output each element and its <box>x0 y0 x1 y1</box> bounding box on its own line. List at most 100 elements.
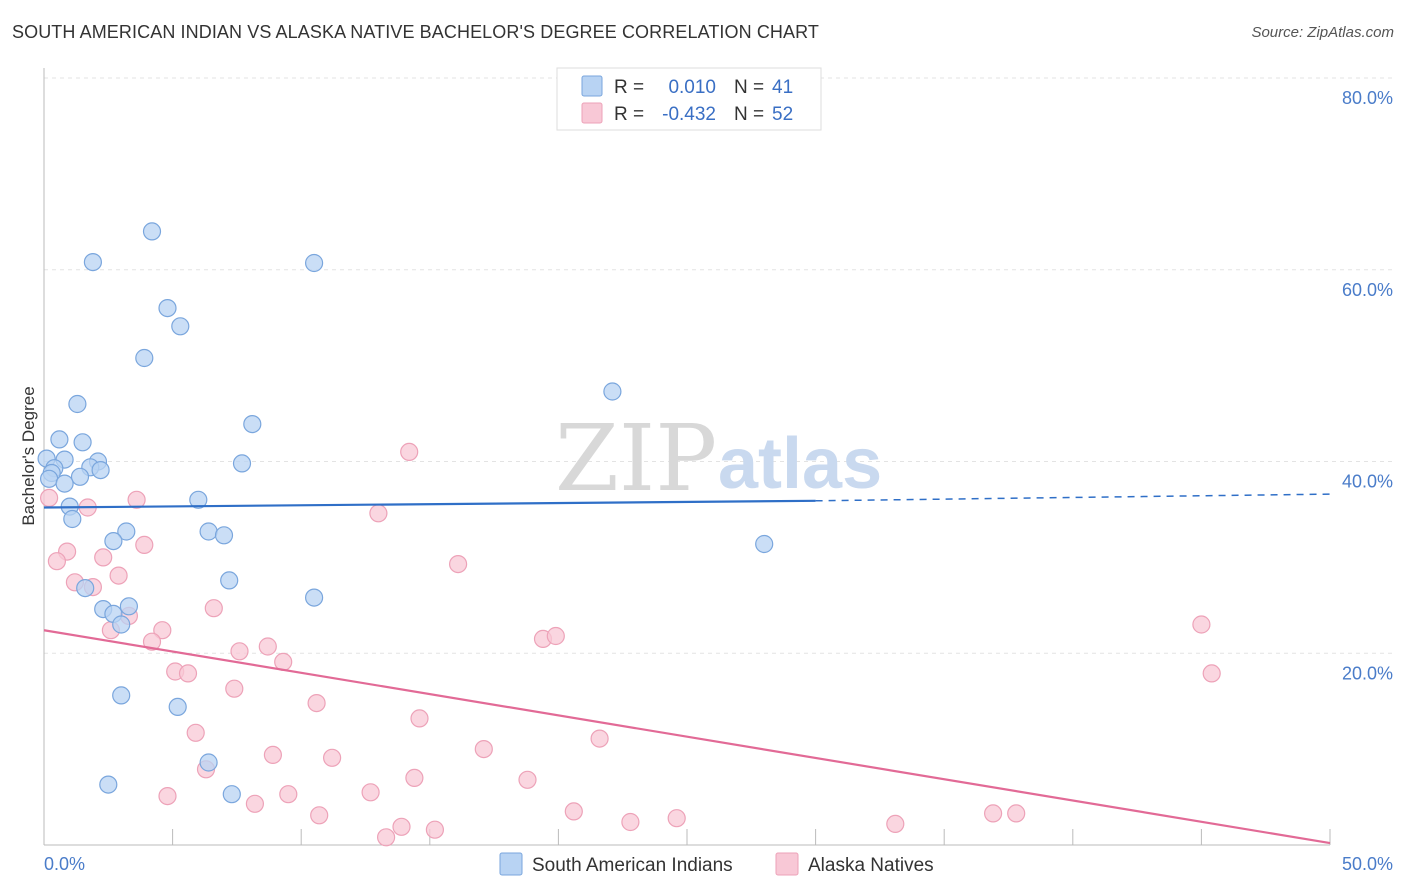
point-south-american <box>73 433 92 452</box>
x-tick-label-min: 0.0% <box>44 854 85 874</box>
point-alaska <box>405 768 424 788</box>
point-south-american <box>55 474 74 493</box>
bottom-legend-label-south-american: South American Indians <box>532 855 733 876</box>
y-tick-label: 40.0% <box>1342 472 1393 492</box>
point-south-american <box>91 461 110 480</box>
bottom-legend-swatch-alaska <box>775 852 799 876</box>
point-alaska <box>310 806 329 825</box>
point-south-american <box>104 531 123 551</box>
point-south-american <box>142 222 162 241</box>
point-alaska <box>1192 615 1211 634</box>
point-south-american <box>220 571 239 590</box>
point-alaska <box>263 745 282 765</box>
x-axis-ticks <box>43 829 1331 845</box>
point-south-american <box>222 785 241 804</box>
point-south-american <box>189 490 208 509</box>
point-south-american <box>168 697 187 717</box>
legend-swatch-south-american <box>581 75 603 97</box>
point-south-american <box>171 317 190 336</box>
chart-title: SOUTH AMERICAN INDIAN VS ALASKA NATIVE B… <box>12 22 820 42</box>
point-alaska <box>983 804 1003 823</box>
point-alaska <box>590 729 609 748</box>
point-alaska <box>546 626 565 646</box>
point-alaska <box>135 535 154 555</box>
point-alaska <box>153 621 172 640</box>
point-alaska <box>564 802 583 821</box>
point-alaska <box>47 552 67 571</box>
point-south-american <box>603 382 622 401</box>
point-alaska <box>258 637 277 656</box>
grid-layer <box>44 77 1392 654</box>
point-alaska <box>323 748 342 767</box>
point-alaska <box>186 723 205 742</box>
point-alaska <box>279 785 298 804</box>
point-alaska <box>204 599 223 618</box>
point-south-american <box>305 588 324 607</box>
point-south-american <box>39 469 59 488</box>
point-south-american <box>50 430 69 449</box>
point-alaska <box>1007 804 1026 823</box>
watermark-atlas: atlas <box>718 424 882 504</box>
trendline-south-american-extension <box>815 493 1331 502</box>
y-tick-label: 80.0% <box>1342 88 1393 108</box>
point-south-american <box>305 253 324 273</box>
point-alaska <box>400 442 419 461</box>
point-alaska <box>369 504 388 523</box>
point-south-american <box>119 597 138 616</box>
point-south-american <box>199 753 218 772</box>
point-south-american <box>68 394 87 414</box>
series-legend: South American Indians Alaska Natives <box>499 852 934 876</box>
trend-layer <box>43 493 1331 845</box>
point-alaska <box>449 554 468 574</box>
y-tick-label: 60.0% <box>1342 280 1393 300</box>
y-axis-tick-labels: 20.0% 40.0% 60.0% 80.0% <box>1342 88 1393 683</box>
point-alaska <box>127 490 146 509</box>
point-south-american <box>135 348 154 368</box>
legend-r-label-1: R = <box>614 77 644 98</box>
watermark: ZIP atlas <box>555 405 882 512</box>
point-alaska <box>178 664 198 683</box>
point-alaska <box>474 739 493 759</box>
legend-r-value-2: -0.432 <box>662 104 716 125</box>
trendline-south-american <box>43 499 816 509</box>
point-south-american <box>755 534 774 554</box>
point-alaska <box>361 783 380 802</box>
point-south-american <box>158 299 177 318</box>
legend-n-label-1: N = <box>734 77 764 98</box>
point-alaska <box>39 488 59 507</box>
y-axis-title: Bachelor's Degree <box>19 386 38 525</box>
legend-n-label-2: N = <box>734 104 764 125</box>
point-south-american <box>70 467 90 486</box>
legend-r-label-2: R = <box>614 104 644 125</box>
point-south-american <box>63 509 82 529</box>
point-south-american <box>232 454 252 473</box>
point-alaska <box>225 679 244 698</box>
y-tick-label: 20.0% <box>1342 663 1393 683</box>
point-alaska <box>377 828 396 847</box>
point-alaska <box>109 566 128 585</box>
point-south-american <box>243 415 262 434</box>
point-alaska <box>886 814 905 834</box>
point-south-american <box>214 526 234 545</box>
point-south-american <box>76 578 95 598</box>
legend-r-value-1: 0.010 <box>668 77 716 98</box>
point-south-american <box>83 253 103 272</box>
legend-swatch-alaska <box>581 102 603 124</box>
point-south-american <box>99 775 118 794</box>
stats-legend: R = 0.010 N = 41 R = -0.432 N = 52 <box>556 67 822 131</box>
point-alaska <box>307 693 326 713</box>
bottom-legend-label-alaska: Alaska Natives <box>808 855 934 876</box>
points-layer <box>37 222 1221 847</box>
legend-n-value-1: 41 <box>772 77 793 98</box>
bottom-legend-swatch-south-american <box>499 852 523 876</box>
point-south-american <box>117 522 136 541</box>
point-alaska <box>392 817 411 836</box>
legend-n-value-2: 52 <box>772 104 793 125</box>
point-alaska <box>230 642 249 661</box>
point-south-american <box>199 522 218 541</box>
point-alaska <box>410 709 429 728</box>
point-alaska <box>158 786 177 806</box>
watermark-zip: ZIP <box>555 405 717 512</box>
point-alaska <box>425 820 444 839</box>
